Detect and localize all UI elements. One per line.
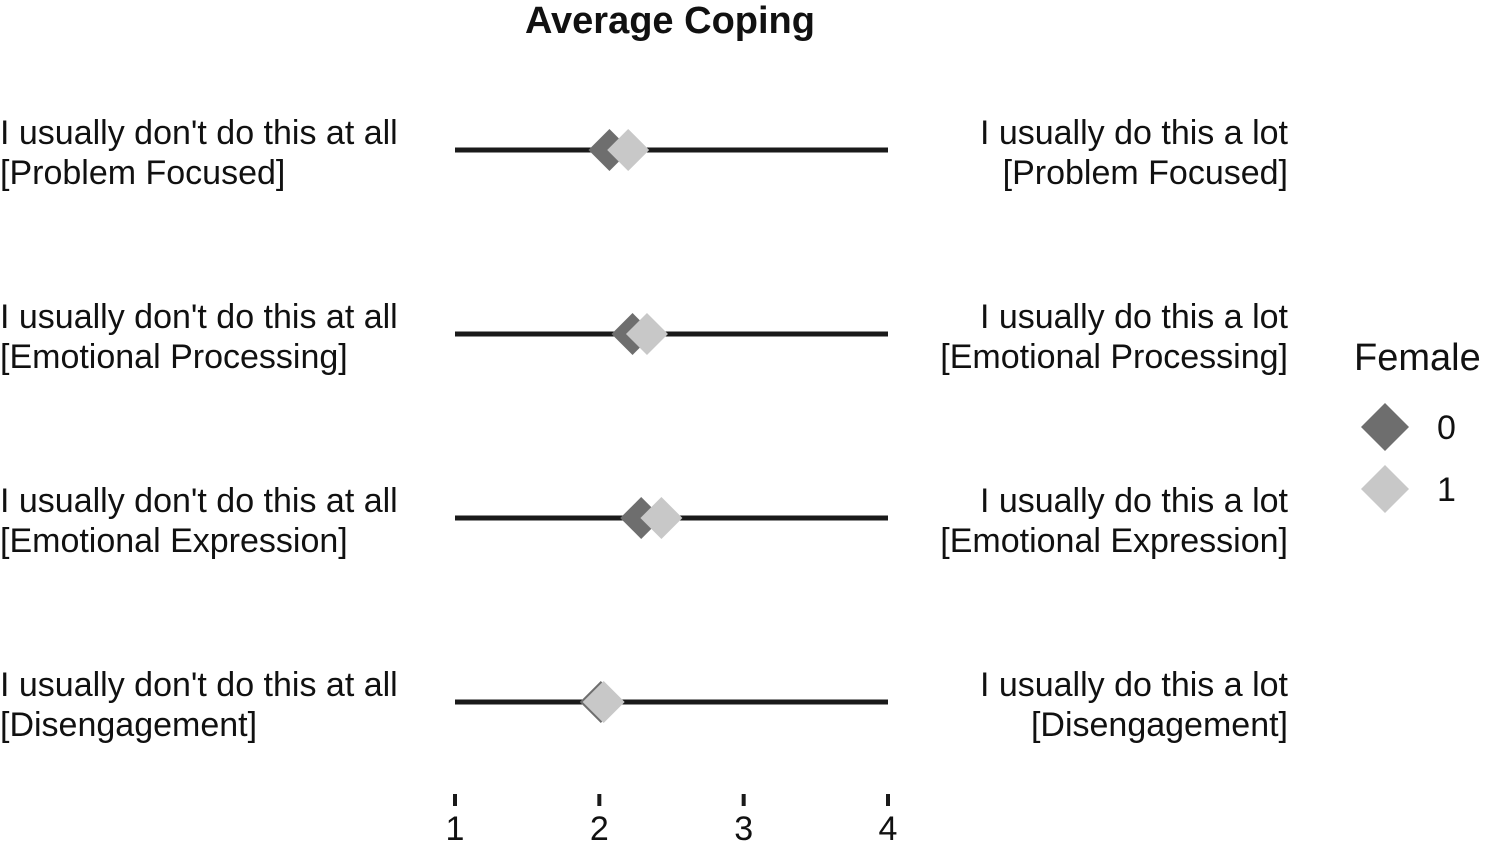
right-anchor-label: I usually do this a lot (980, 298, 1289, 336)
right-scale-name: [Problem Focused] (1003, 154, 1288, 192)
right-scale-name: [Disengagement] (1031, 706, 1288, 744)
right-anchor-label: I usually do this a lot (980, 114, 1289, 152)
left-anchor-label: I usually don't do this at all (0, 298, 398, 336)
right-anchor-label: I usually do this a lot (980, 482, 1289, 520)
marker-female-1 (625, 313, 668, 355)
left-scale-name: [Problem Focused] (0, 154, 285, 192)
marker-female-1 (582, 681, 625, 723)
left-scale-name: [Emotional Expression] (0, 522, 348, 560)
right-scale-name: [Emotional Expression] (940, 522, 1288, 560)
marker-female-1 (640, 497, 683, 539)
x-tick-label: 2 (590, 810, 609, 842)
left-anchor-label: I usually don't do this at all (0, 666, 398, 704)
left-anchor-label: I usually don't do this at all (0, 482, 398, 520)
chart-title: Average Coping (525, 0, 815, 42)
scale-row: I usually don't do this at all[Emotional… (0, 298, 1289, 376)
right-scale-name: [Emotional Processing] (940, 338, 1288, 376)
scale-row: I usually don't do this at all[Problem F… (0, 114, 1289, 192)
legend-label: 1 (1437, 471, 1456, 509)
x-axis: 1 2 3 4 (446, 794, 898, 842)
marker-female-1 (607, 129, 650, 171)
legend: Female 01 (1354, 337, 1481, 513)
left-scale-name: [Disengagement] (0, 706, 257, 744)
legend-entries: 01 (1361, 403, 1456, 513)
legend-label: 0 (1437, 409, 1456, 447)
plot-rows: I usually don't do this at all[Problem F… (0, 114, 1289, 744)
legend-swatch (1361, 465, 1409, 513)
right-anchor-label: I usually do this a lot (980, 666, 1289, 704)
x-tick-label: 3 (734, 810, 753, 842)
left-anchor-label: I usually don't do this at all (0, 114, 398, 152)
legend-swatch (1361, 403, 1409, 451)
legend-title: Female (1354, 337, 1481, 379)
x-tick-label: 4 (879, 810, 898, 842)
scale-row: I usually don't do this at all[Emotional… (0, 482, 1289, 560)
x-tick-label: 1 (446, 810, 465, 842)
left-scale-name: [Emotional Processing] (0, 338, 348, 376)
data-markers (579, 129, 683, 723)
scale-row: I usually don't do this at all[Disengage… (0, 666, 1289, 744)
